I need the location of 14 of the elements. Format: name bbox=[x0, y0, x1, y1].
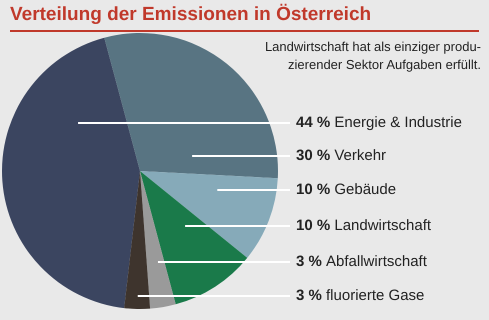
slice-label: Energie & Industrie bbox=[334, 114, 462, 132]
data-label: 3 % bbox=[296, 253, 322, 270]
data-label: 10 % bbox=[296, 181, 330, 198]
data-label: 30 % bbox=[296, 147, 330, 164]
data-label: 10 % bbox=[296, 217, 330, 234]
slice-label: Abfallwirtschaft bbox=[326, 253, 428, 270]
data-label: 3 % bbox=[296, 287, 322, 304]
slice-label: fluorierte Gase bbox=[326, 287, 424, 304]
chart-title: Verteilung der Emissionen in Österreich bbox=[10, 4, 372, 26]
slice-label: Gebäude bbox=[334, 181, 396, 198]
slice-label: Verkehr bbox=[334, 147, 386, 164]
data-label: 44 % bbox=[296, 114, 330, 132]
slice-label: Landwirtschaft bbox=[334, 217, 432, 234]
text: Landwirtschaft hat als einziger produ- zierender Sektor Aufgaben erfüllt. bbox=[264, 38, 481, 74]
